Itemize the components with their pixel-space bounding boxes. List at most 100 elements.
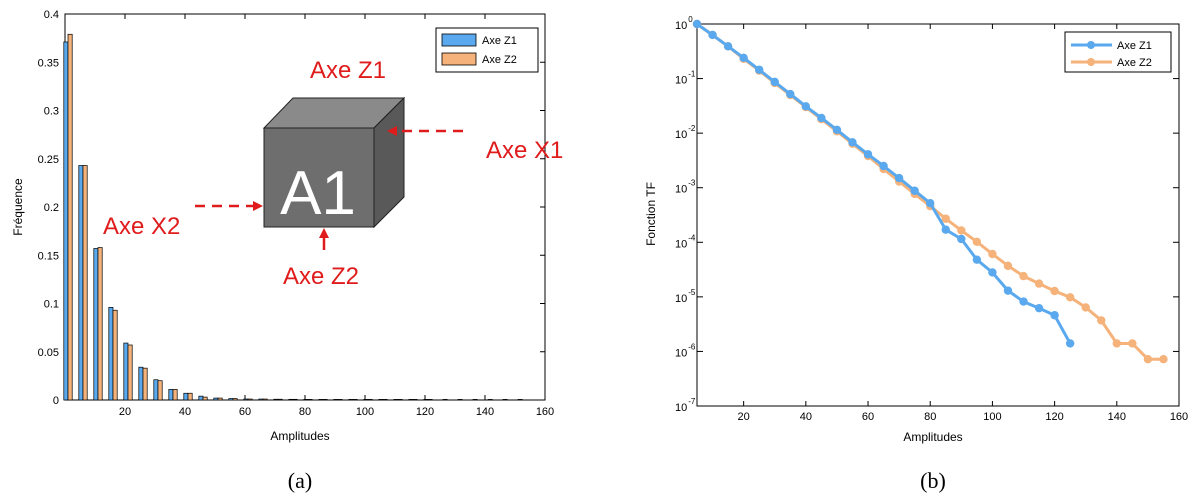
point-axe-z1 (926, 199, 935, 208)
bar-axe-z1 (318, 399, 324, 401)
y-tick-label-a: 0.3 (44, 106, 59, 118)
bar-axe-z1 (153, 379, 159, 401)
annotation-axe-z2: Axe Z2 (283, 263, 359, 290)
point-axe-z2 (1097, 316, 1106, 325)
point-axe-z2 (972, 237, 982, 247)
point-axe-z1 (770, 77, 779, 87)
annotation-arrows (195, 126, 463, 250)
annotation-axe-x2: Axe X2 (103, 213, 180, 240)
legend-swatch-z1 (441, 33, 477, 47)
bar-axe-z1 (183, 392, 189, 401)
bar-axe-z2 (517, 399, 523, 401)
y-tick-label-a: 0.05 (38, 347, 59, 359)
bar-axe-z2 (247, 398, 253, 401)
point-axe-z2 (1019, 271, 1028, 281)
x-tick-label-a: 160 (536, 406, 554, 418)
point-axe-z1 (1050, 311, 1059, 320)
x-tick-label-a: 40 (179, 406, 191, 418)
y-tick-exponent-b: -6 (688, 342, 696, 351)
y-tick-label-b: 10-2 (675, 124, 696, 141)
bar-axe-z1 (258, 398, 264, 401)
cube-front-face (263, 127, 375, 228)
arrow-x1-head (387, 126, 397, 136)
y-axis-label-b: Fonction TF (644, 182, 658, 246)
bar-axe-z2 (112, 309, 118, 401)
bar-axe-z1 (303, 399, 309, 401)
bar-axe-z2 (487, 399, 493, 401)
annotation-axe-x1: Axe X1 (486, 137, 563, 164)
legend-label-z1: Axe Z1 (482, 35, 517, 47)
y-tick-label-b: 10-1 (675, 70, 696, 87)
bar-axe-z1 (63, 41, 69, 401)
y-tick-label-a: 0.15 (38, 250, 59, 262)
bar-axe-z2 (442, 399, 448, 401)
bar-axe-z1 (423, 399, 429, 401)
x-tick-label-b: 40 (800, 411, 812, 423)
bar-axe-z2 (82, 165, 88, 401)
bar-axe-z2 (367, 399, 373, 401)
x-tick-label-a: 120 (416, 406, 434, 418)
y-tick-exponent-b: -1 (688, 70, 696, 79)
point-axe-z2 (1003, 261, 1013, 271)
cube-illustration: A1 (262, 96, 406, 229)
y-tick-exponent-b: -4 (688, 233, 696, 242)
log-line-chart: 100 10-1 10-2 10-3 10-4 10-5 10-6 10-7 20 40 60 80… (644, 15, 1188, 493)
x-tick-label-b: 160 (1170, 411, 1188, 423)
x-tick-label-a: 140 (476, 406, 494, 418)
bar-axe-z2 (352, 399, 358, 401)
legend-label-z2: Axe Z2 (482, 54, 517, 66)
point-axe-z1 (832, 125, 842, 135)
bar-axe-z2 (397, 399, 403, 401)
point-axe-z2 (1143, 355, 1153, 364)
point-axe-z1 (1065, 339, 1075, 348)
bar-axe-z1 (273, 398, 279, 401)
bar-axe-z2 (412, 399, 418, 401)
point-axe-z1 (863, 150, 873, 159)
bar-axe-z1 (378, 399, 384, 401)
y-axis-label-a: Fréquence (11, 178, 25, 236)
point-axe-z1 (692, 19, 702, 29)
annotation-axe-z1: Axe Z1 (310, 57, 386, 84)
legend-marker-z1-b (1087, 41, 1095, 49)
arrow-z2-head (319, 228, 329, 238)
bar-axe-z2 (202, 396, 208, 401)
cube-label: A1 (280, 159, 356, 228)
bar-axe-z1 (348, 399, 354, 401)
point-axe-z1 (957, 234, 966, 244)
bar-axe-z1 (168, 389, 174, 401)
bar-axe-z2 (502, 399, 508, 401)
x-tick-label-a: 100 (356, 406, 374, 418)
point-axe-z2 (1128, 339, 1137, 348)
bar-axe-z2 (232, 398, 238, 401)
x-tick-label-b: 80 (924, 411, 936, 423)
bar-axe-z1 (393, 399, 399, 401)
point-axe-z2 (1065, 293, 1075, 302)
x-axis-label-a: Amplitudes (270, 429, 329, 443)
bar-axe-z1 (288, 398, 294, 401)
y-tick-label-a: 0.35 (38, 57, 59, 69)
caption-b: (b) (920, 468, 946, 493)
x-tick-label-b: 140 (1108, 411, 1126, 423)
bar-axe-z2 (382, 399, 388, 401)
legend-a: Axe Z1 Axe Z2 (435, 27, 539, 73)
x-tick-label-a: 80 (299, 406, 311, 418)
y-tick-label-b: 10-5 (675, 288, 696, 305)
y-tick-exponent-b: -5 (688, 288, 696, 297)
bar-axe-z2 (472, 399, 478, 401)
bar-axe-z2 (157, 380, 163, 401)
bar-axe-z2 (322, 399, 328, 401)
legend-swatch-z2 (441, 52, 477, 66)
bar-axe-z1 (198, 395, 204, 401)
bar-axe-z2 (337, 399, 343, 401)
point-axe-z1 (801, 102, 811, 111)
y-tick-label-a: 0.2 (44, 202, 59, 214)
y-tick-label-b: 10-7 (675, 397, 696, 414)
bar-axe-z1 (108, 307, 114, 401)
x-tick-label-b: 120 (1045, 411, 1063, 423)
arrow-x2-head (253, 201, 263, 211)
x-tick-label-a: 60 (239, 406, 251, 418)
point-axe-z2 (1034, 279, 1044, 288)
point-axe-z1 (817, 113, 826, 123)
legend-marker-z2-b (1087, 58, 1095, 66)
y-tick-exponent-b: -7 (688, 397, 696, 406)
